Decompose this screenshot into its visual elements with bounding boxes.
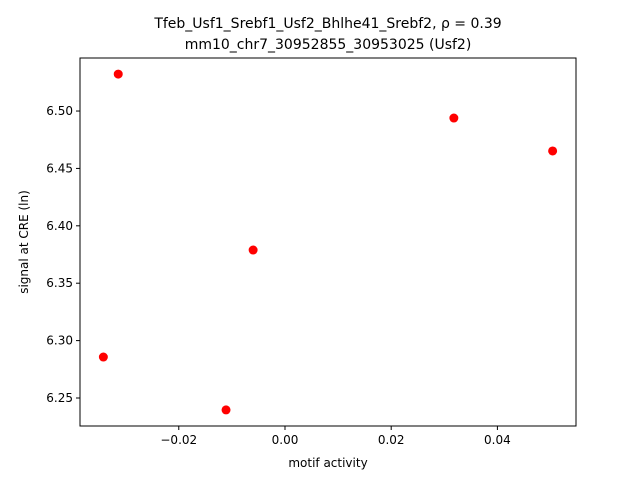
point — [449, 113, 459, 123]
y-tick-label: 6.45 — [46, 161, 73, 175]
point — [113, 69, 123, 79]
plot-frame — [79, 57, 577, 427]
y-tick-label: 6.35 — [46, 276, 73, 290]
y-tick-label: 6.25 — [46, 391, 73, 405]
x-tick-label: −0.02 — [160, 433, 197, 447]
x-tick-label: 0.00 — [272, 433, 299, 447]
point — [548, 146, 558, 156]
chart-subtitle: mm10_chr7_30952855_30953025 (Usf2) — [185, 37, 472, 53]
y-tick-label: 6.30 — [46, 334, 73, 348]
x-tick-label: 0.02 — [378, 433, 405, 447]
point — [221, 405, 231, 415]
point — [248, 245, 258, 255]
x-tick-label: 0.04 — [484, 433, 511, 447]
chart-title: Tfeb_Usf1_Srebf1_Usf2_Bhlhe41_Srebf2, ρ … — [153, 16, 501, 32]
y-tick-label: 6.40 — [46, 219, 73, 233]
point — [98, 352, 108, 362]
x-axis-label: motif activity — [288, 456, 367, 470]
y-axis-label: signal at CRE (ln) — [17, 190, 31, 294]
y-tick-label: 6.50 — [46, 104, 73, 118]
